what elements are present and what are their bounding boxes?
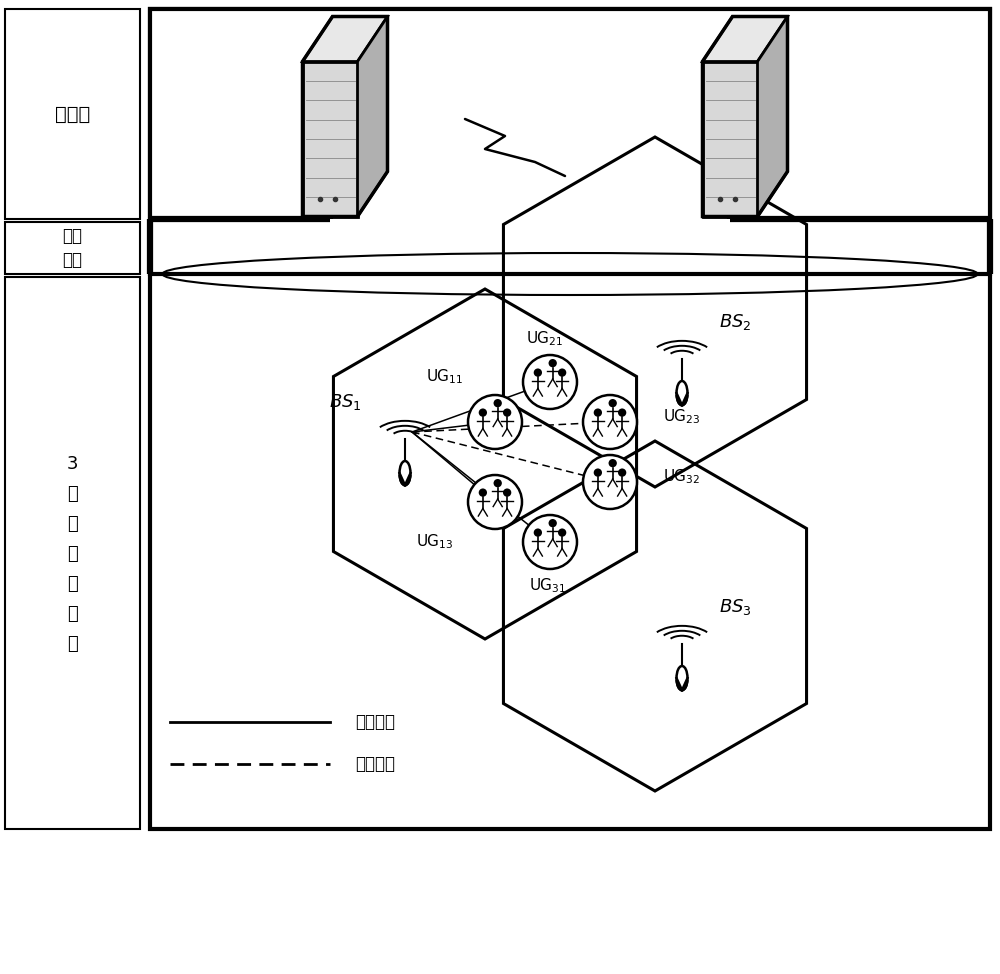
Circle shape [618, 468, 626, 476]
Bar [5, 9, 140, 219]
Circle shape [583, 395, 637, 449]
Circle shape [583, 455, 637, 509]
Polygon shape [676, 678, 688, 691]
Text: UG$_{31}$: UG$_{31}$ [529, 577, 567, 595]
Circle shape [479, 408, 487, 417]
Circle shape [549, 359, 557, 367]
Circle shape [618, 408, 626, 417]
Text: 目标信道: 目标信道 [355, 713, 395, 731]
Text: 光传
输网: 光传 输网 [62, 227, 82, 270]
Polygon shape [676, 393, 688, 405]
Text: UG$_{11}$: UG$_{11}$ [426, 367, 464, 387]
Bar [150, 9, 990, 274]
Ellipse shape [676, 666, 688, 691]
Text: BS$_3$: BS$_3$ [719, 597, 751, 617]
Polygon shape [302, 17, 387, 61]
Polygon shape [702, 61, 758, 216]
Circle shape [503, 408, 511, 417]
Circle shape [534, 368, 542, 377]
Text: UG$_{13}$: UG$_{13}$ [416, 533, 454, 551]
Circle shape [594, 408, 602, 417]
Circle shape [523, 515, 577, 569]
Polygon shape [702, 17, 788, 61]
Bar [5, 222, 140, 274]
Text: 干扰信道: 干扰信道 [355, 755, 395, 773]
Circle shape [468, 475, 522, 529]
Ellipse shape [676, 381, 688, 405]
Circle shape [609, 399, 617, 407]
Circle shape [503, 488, 511, 497]
Circle shape [494, 399, 502, 407]
Text: UG$_{32}$: UG$_{32}$ [663, 468, 701, 486]
Circle shape [558, 529, 566, 537]
Text: UG$_{21}$: UG$_{21}$ [526, 329, 564, 349]
Polygon shape [758, 17, 788, 216]
Circle shape [468, 395, 522, 449]
Polygon shape [302, 61, 358, 216]
Circle shape [523, 355, 577, 409]
Circle shape [558, 368, 566, 377]
Bar [150, 9, 990, 829]
Polygon shape [399, 473, 410, 485]
Polygon shape [358, 17, 387, 216]
Text: UG$_{23}$: UG$_{23}$ [663, 408, 701, 427]
Text: BS$_1$: BS$_1$ [329, 392, 361, 412]
Circle shape [534, 529, 542, 537]
Bar [5, 277, 140, 829]
Circle shape [549, 519, 557, 527]
Circle shape [594, 468, 602, 476]
Circle shape [609, 459, 617, 468]
Text: 基带池: 基带池 [55, 104, 90, 124]
Circle shape [479, 488, 487, 497]
Text: BS$_2$: BS$_2$ [719, 312, 751, 332]
Text: 3
小
区
边
缘
用
户: 3 小 区 边 缘 用 户 [67, 455, 78, 653]
Circle shape [494, 479, 502, 487]
Ellipse shape [400, 461, 411, 485]
